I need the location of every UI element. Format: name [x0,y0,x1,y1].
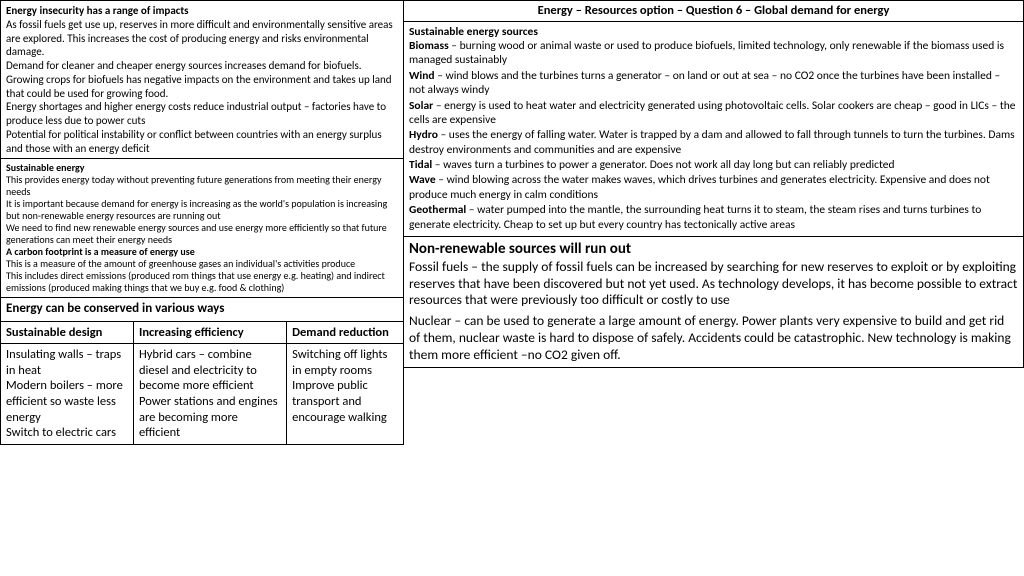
source-body: – waves turn a turbines to power a gener… [432,158,894,172]
nonrenew-heading: Non-renewable sources will run out [409,240,1018,259]
sustainable-energy-box: Sustainable energy This provides energy … [0,159,404,298]
source-entry: Wave – wind blowing across the water mak… [409,173,1018,202]
cell-demand-reduction: Switching off lights in empty rooms Impr… [287,344,404,445]
source-body: – wind blows and the turbines turns a ge… [409,69,1000,97]
cell-increasing-efficiency: Hybrid cars – combine diesel and electri… [133,344,286,445]
right-column: Energy – Resources option – Question 6 –… [404,0,1024,576]
col-demand-reduction: Demand reduction [287,321,404,344]
source-term: Hydro [409,128,438,142]
source-entry: Hydro – uses the energy of falling water… [409,128,1018,157]
nonrenew-p2: Nuclear – can be used to generate a larg… [409,313,1018,364]
cell-sustainable-design: Insulating walls – traps in heat Modern … [1,344,134,445]
sources-heading: Sustainable energy sources [409,25,1018,39]
source-body: – burning wood or animal waste or used t… [409,39,1004,67]
insecurity-p4: Potential for political instability or c… [6,128,398,156]
col-increasing-efficiency: Increasing efficiency [133,321,286,344]
source-entry: Solar – energy is used to heat water and… [409,99,1018,128]
page-root: Energy insecurity has a range of impacts… [0,0,1024,576]
source-entry: Wind – wind blows and the turbines turns… [409,69,1018,98]
table-row: Insulating walls – traps in heat Modern … [1,344,404,445]
insecurity-p3: Energy shortages and higher energy costs… [6,100,398,128]
sources-list: Biomass – burning wood or animal waste o… [409,39,1018,232]
source-entry: Biomass – burning wood or animal waste o… [409,39,1018,68]
conserve-table: Sustainable design Increasing efficiency… [0,321,404,445]
sustainable-p5: This includes direct emissions (produced… [6,270,398,294]
source-body: – uses the energy of falling water. Wate… [409,128,1015,156]
source-entry: Tidal – waves turn a turbines to power a… [409,158,1018,172]
sustainable-sources-box: Sustainable energy sources Biomass – bur… [404,22,1024,237]
page-title: Energy – Resources option – Question 6 –… [404,0,1024,22]
source-entry: Geothermal – water pumped into the mantl… [409,203,1018,232]
source-body: – energy is used to heat water and elect… [409,99,1015,127]
conserve-title: Energy can be conserved in various ways [0,298,404,320]
nonrenewable-box: Non-renewable sources will run out Fossi… [404,237,1024,368]
insecurity-p1: As fossil fuels get use up, reserves in … [6,18,398,59]
sustainable-p1: This provides energy today without preve… [6,174,398,198]
table-header-row: Sustainable design Increasing efficiency… [1,321,404,344]
insecurity-heading: Energy insecurity has a range of impacts [6,4,398,18]
energy-insecurity-box: Energy insecurity has a range of impacts… [0,0,404,159]
sustainable-p2: It is important because demand for energ… [6,198,398,222]
source-body: – water pumped into the mantle, the surr… [409,203,981,231]
source-term: Wave [409,173,436,187]
source-term: Biomass [409,39,449,53]
source-term: Tidal [409,158,432,172]
sustainable-p3: We need to find new renewable energy sou… [6,222,398,246]
nonrenew-p1: Fossil fuels – the supply of fossil fuel… [409,259,1018,310]
source-body: – wind blowing across the water makes wa… [409,173,990,201]
left-column: Energy insecurity has a range of impacts… [0,0,404,576]
col-sustainable-design: Sustainable design [1,321,134,344]
insecurity-p2: Demand for cleaner and cheaper energy so… [6,59,398,100]
source-term: Geothermal [409,203,466,217]
source-term: Wind [409,69,435,83]
source-term: Solar [409,99,433,113]
